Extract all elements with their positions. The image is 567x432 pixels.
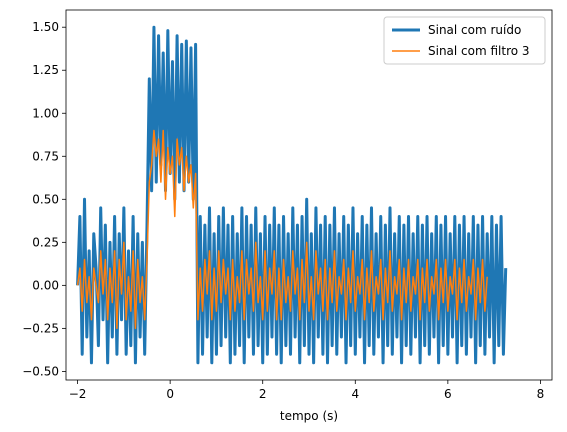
- x-axis-title: tempo (s): [280, 409, 338, 423]
- y-tick-label: 0.00: [32, 278, 59, 292]
- x-tick-label: 0: [166, 387, 174, 401]
- x-axis: −2 0 2 4 6 8: [69, 380, 545, 401]
- legend: Sinal com ruído Sinal com filtro 3: [383, 16, 546, 65]
- series-line-1: [76, 129, 488, 330]
- y-tick-label: 0.75: [32, 149, 59, 163]
- legend-label-series-1: Sinal com filtro 3: [428, 44, 530, 58]
- legend-label-series-0: Sinal com ruído: [428, 23, 521, 37]
- series-line-0: [76, 25, 508, 365]
- x-tick-label: 4: [351, 387, 359, 401]
- series-layer: [76, 25, 508, 365]
- legend-box: [383, 16, 546, 65]
- x-tick-label: 6: [444, 387, 452, 401]
- y-axis: −0.50 −0.25 0.00 0.25 0.50 0.75 1.00 1.25 1.50: [22, 20, 66, 378]
- y-tick-label: 1.50: [32, 20, 59, 34]
- y-tick-label: 0.50: [32, 192, 59, 206]
- y-tick-label: −0.50: [22, 364, 59, 378]
- plot-frame: [65, 9, 553, 381]
- x-tick-label: 2: [259, 387, 267, 401]
- y-tick-label: 1.00: [32, 106, 59, 120]
- y-tick-label: 0.25: [32, 235, 59, 249]
- x-tick-label: −2: [69, 387, 87, 401]
- y-tick-label: 1.25: [32, 63, 59, 77]
- x-tick-label: 8: [537, 387, 545, 401]
- y-tick-label: −0.25: [22, 321, 59, 335]
